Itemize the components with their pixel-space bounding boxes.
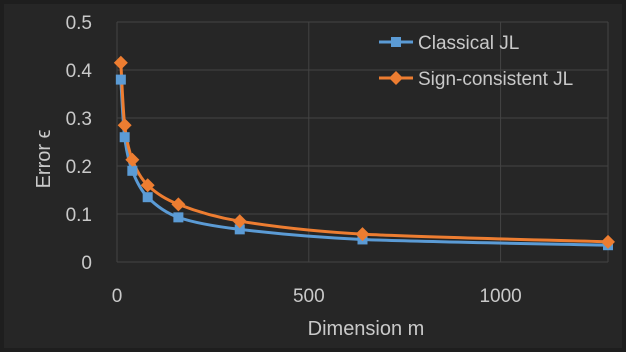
x-tick-label: 0 (112, 286, 123, 307)
y-tick-label: 0.4 (66, 61, 93, 82)
data-point-classical-jl (173, 212, 184, 223)
y-tick-label: 0.5 (66, 13, 92, 34)
data-point-classical-jl (127, 165, 138, 176)
data-point-sign-consistent-jl (171, 197, 186, 212)
y-tick-label: 0.2 (66, 157, 92, 178)
y-tick-label: 0 (81, 253, 92, 274)
x-axis-ticks: 0 500 1000 (112, 286, 522, 307)
y-tick-label: 0.1 (66, 205, 92, 226)
legend-marker-classical-jl (391, 37, 401, 47)
data-point-sign-consistent-jl (140, 178, 155, 193)
y-axis-label: Error ϵ (33, 129, 55, 188)
gridlines (116, 21, 609, 263)
legend-label-classical-jl: Classical JL (418, 33, 519, 54)
data-point-sign-consistent-jl (125, 152, 140, 167)
data-point-sign-consistent-jl (355, 227, 370, 242)
data-point-classical-jl (115, 74, 126, 85)
x-tick-label: 1000 (479, 286, 521, 307)
data-point-classical-jl (119, 132, 130, 143)
data-point-sign-consistent-jl (601, 234, 615, 249)
legend-label-sign-consistent-jl: Sign-consistent JL (418, 69, 573, 90)
data-point-sign-consistent-jl (117, 118, 132, 133)
legend-marker-sign-consistent-jl (389, 71, 403, 85)
y-axis-ticks: 0 0.1 0.2 0.3 0.4 0.5 (66, 13, 93, 274)
chart-area-background (4, 4, 622, 348)
y-tick-label: 0.3 (66, 109, 92, 130)
legend: Classical JL Sign-consistent JL (379, 33, 573, 90)
data-point-sign-consistent-jl (113, 55, 128, 70)
data-point-classical-jl (142, 192, 153, 203)
x-axis-label: Dimension m (308, 318, 425, 340)
data-point-classical-jl (234, 224, 245, 235)
series-markers (113, 55, 615, 251)
data-point-sign-consistent-jl (232, 214, 247, 229)
x-tick-label: 500 (293, 286, 325, 307)
